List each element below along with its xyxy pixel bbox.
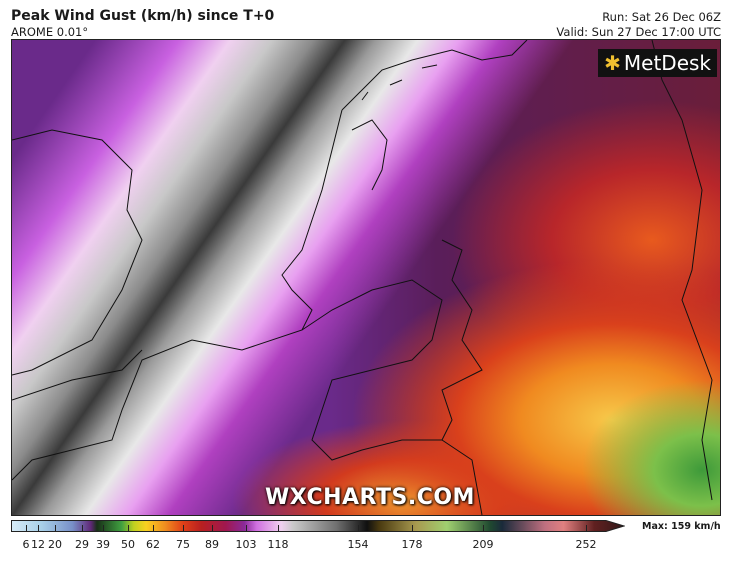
legend-tick-mark <box>55 525 56 531</box>
coastlines-borders <box>12 40 713 515</box>
legend-tick-mark <box>586 525 587 531</box>
run-time: Run: Sat 26 Dec 06Z <box>602 10 721 24</box>
legend-tick-label: 75 <box>176 538 190 551</box>
metdesk-logo: ✱ MetDesk <box>598 49 717 77</box>
legend-tick-label: 154 <box>347 538 369 551</box>
legend-tick-label: 118 <box>267 538 289 551</box>
legend-tick-label: 6 <box>22 538 30 551</box>
legend-tick-label: 39 <box>96 538 110 551</box>
legend-tick-mark <box>412 525 413 531</box>
legend-tick-mark <box>212 525 213 531</box>
legend-tick-label: 89 <box>205 538 219 551</box>
legend-tick-label: 50 <box>121 538 135 551</box>
legend-tick-mark <box>153 525 154 531</box>
legend-tick-mark <box>278 525 279 531</box>
metdesk-logo-text: MetDesk <box>623 51 711 75</box>
legend-tick-label: 20 <box>48 538 62 551</box>
legend-tick-label: 12 <box>31 538 45 551</box>
legend-tick-mark <box>128 525 129 531</box>
legend-tick-mark <box>358 525 359 531</box>
map-title: Peak Wind Gust (km/h) since T+0 <box>11 8 275 24</box>
valid-time: Valid: Sun 27 Dec 17:00 UTC <box>556 25 721 39</box>
legend-tick-mark <box>82 525 83 531</box>
legend-tick-label: 29 <box>75 538 89 551</box>
legend-tick-mark <box>103 525 104 531</box>
legend-tick-mark <box>38 525 39 531</box>
legend-tick-label: 252 <box>575 538 597 551</box>
legend-tick-mark <box>183 525 184 531</box>
wxcharts-watermark: WXCHARTS.COM <box>265 485 475 510</box>
high-gust-band <box>12 40 720 515</box>
legend-tick-label: 103 <box>235 538 257 551</box>
legend-tick-mark <box>26 525 27 531</box>
legend-tick-mark <box>246 525 247 531</box>
color-scale-outline <box>11 520 625 532</box>
model-label: AROME 0.01° <box>11 25 89 39</box>
legend-tick-mark <box>483 525 484 531</box>
legend-tick-label: 209 <box>472 538 494 551</box>
max-gust-label: Max: 159 km/h <box>642 521 721 532</box>
metdesk-starburst-icon: ✱ <box>604 51 621 75</box>
legend-tick-label: 178 <box>401 538 423 551</box>
color-scale-bar <box>11 521 625 531</box>
legend-tick-label: 62 <box>146 538 160 551</box>
wind-gust-map[interactable]: ✱ MetDesk WXCHARTS.COM <box>11 39 721 516</box>
